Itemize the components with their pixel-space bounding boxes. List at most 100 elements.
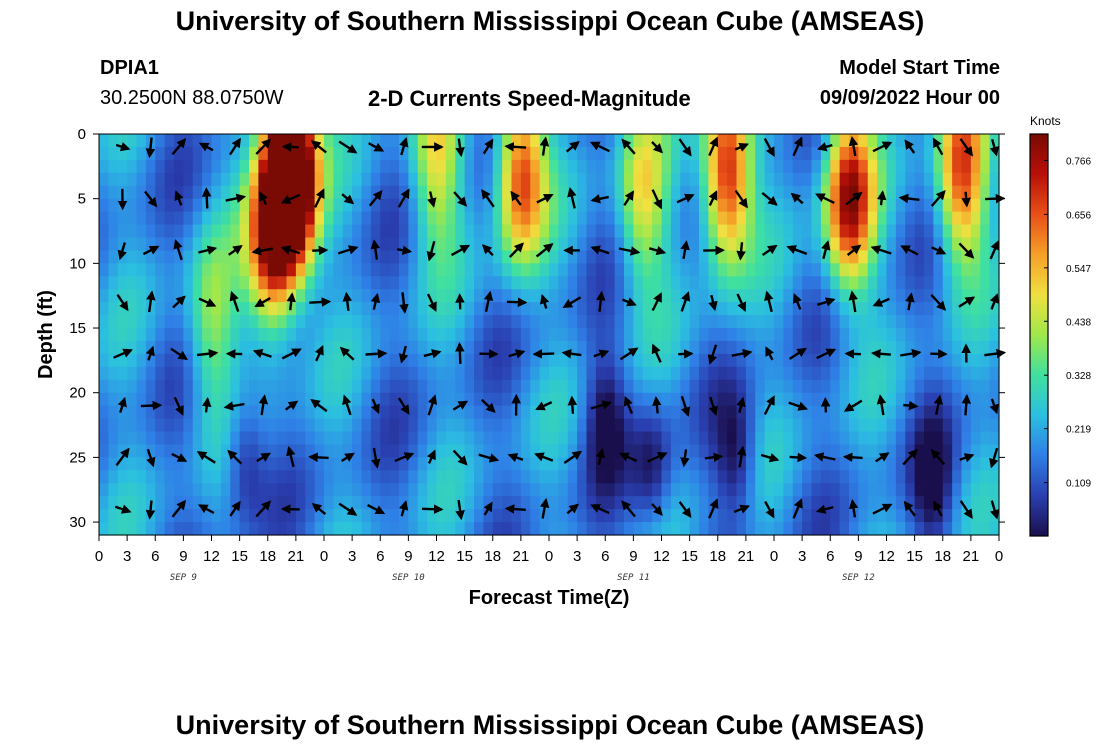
current-arrow	[113, 348, 133, 359]
x-tick-label: 9	[404, 548, 412, 565]
current-arrow	[453, 191, 468, 207]
current-arrow	[961, 393, 972, 416]
colorbar-scale	[1029, 133, 1049, 537]
current-arrow	[481, 244, 494, 257]
x-tick-label: 18	[709, 548, 726, 565]
x-tick-label: 6	[601, 548, 609, 565]
current-arrow	[846, 244, 862, 256]
current-arrow	[652, 395, 662, 414]
x-axis: 0 3 6 9 12 15 18 21 0 3 6 9 12 15 18 21 0 3 6 9 12 15 18 21 0 3 6 9…	[95, 535, 1003, 583]
current-arrow	[590, 245, 610, 255]
current-arrow	[932, 137, 944, 156]
x-tick-label: 18	[259, 548, 276, 565]
current-arrow	[309, 297, 332, 307]
current-arrow	[229, 290, 240, 312]
current-arrow	[816, 348, 837, 360]
current-arrow	[734, 142, 749, 152]
current-arrow	[426, 240, 436, 262]
current-arrow	[792, 293, 802, 310]
current-arrow	[623, 395, 634, 415]
chart-title: University of Southern Mississippi Ocean…	[175, 6, 925, 36]
current-arrow	[311, 502, 327, 516]
current-arrow	[870, 349, 891, 359]
current-arrow	[872, 297, 890, 307]
current-arrow	[708, 136, 719, 157]
x-tick-label: 0	[95, 548, 103, 565]
current-arrow	[933, 500, 943, 517]
current-arrow	[590, 400, 612, 410]
current-arrow	[394, 452, 415, 463]
current-arrow	[789, 452, 808, 463]
y-axis: 0 5 10 15 20 25 30	[69, 126, 1005, 531]
current-arrow	[196, 348, 219, 359]
current-arrow	[455, 341, 465, 364]
current-arrow	[114, 504, 132, 514]
current-arrow	[196, 451, 216, 464]
current-arrow	[535, 243, 554, 258]
current-arrow	[480, 398, 496, 413]
current-arrow	[398, 500, 409, 517]
x-tick-label: 6	[151, 548, 159, 565]
current-arrow	[481, 189, 495, 208]
current-arrow	[342, 394, 352, 416]
current-arrow	[736, 396, 746, 413]
current-arrow	[792, 136, 803, 157]
y-axis-title: Depth (ft)	[35, 290, 57, 379]
current-arrow	[621, 500, 636, 518]
current-arrow	[736, 242, 746, 261]
current-arrow	[251, 246, 274, 256]
current-arrow	[707, 344, 718, 365]
current-arrow	[450, 244, 471, 257]
current-arrow	[504, 142, 527, 152]
current-arrow	[708, 190, 718, 207]
current-arrow	[595, 448, 606, 466]
x-tick-label: 21	[963, 548, 980, 565]
current-arrow	[678, 501, 692, 518]
y-tick-label: 0	[78, 126, 86, 143]
current-arrow	[368, 142, 385, 152]
current-arrow	[567, 187, 577, 209]
current-arrow	[314, 188, 325, 208]
current-arrow	[146, 448, 156, 468]
current-arrow	[763, 138, 775, 157]
current-arrow	[117, 396, 127, 413]
current-arrow	[539, 497, 550, 519]
current-arrow	[845, 191, 863, 206]
current-arrow	[225, 193, 247, 204]
current-arrow	[399, 137, 409, 156]
colorbar: Knots 0.109 0.219 0.328 0.438 0.547 0.656 0.76…	[1029, 114, 1091, 537]
current-arrow	[680, 395, 691, 417]
current-arrow	[173, 239, 183, 261]
current-arrow	[455, 293, 465, 310]
current-arrow	[201, 396, 212, 413]
current-arrow	[788, 347, 807, 360]
current-arrow	[562, 296, 582, 309]
current-arrow	[989, 447, 999, 469]
current-arrow	[817, 297, 836, 307]
current-arrow	[532, 349, 555, 359]
current-arrow	[427, 394, 438, 416]
current-arrow	[595, 290, 606, 312]
current-arrow	[764, 500, 775, 519]
current-arrow	[984, 348, 1007, 359]
current-arrow	[565, 140, 580, 153]
station-id: DPIA1	[100, 57, 159, 79]
x-tick-label: 3	[123, 548, 131, 565]
current-arrow	[708, 396, 719, 417]
colorbar-tick-label: 0.766	[1066, 156, 1091, 167]
current-arrow	[426, 293, 437, 313]
x-tick-label: 0	[995, 548, 1003, 565]
current-arrow	[989, 240, 1000, 260]
current-arrow	[170, 347, 189, 361]
current-arrow	[145, 137, 156, 159]
current-arrow	[285, 400, 299, 411]
current-arrow	[398, 345, 409, 364]
current-arrow	[903, 500, 916, 517]
colorbar-tick-label: 0.109	[1066, 479, 1091, 490]
current-arrow	[310, 398, 328, 413]
current-arrow	[540, 293, 550, 309]
current-arrow	[959, 500, 973, 520]
current-arrow	[142, 245, 160, 256]
current-arrow	[904, 139, 916, 154]
current-arrow	[933, 394, 944, 416]
